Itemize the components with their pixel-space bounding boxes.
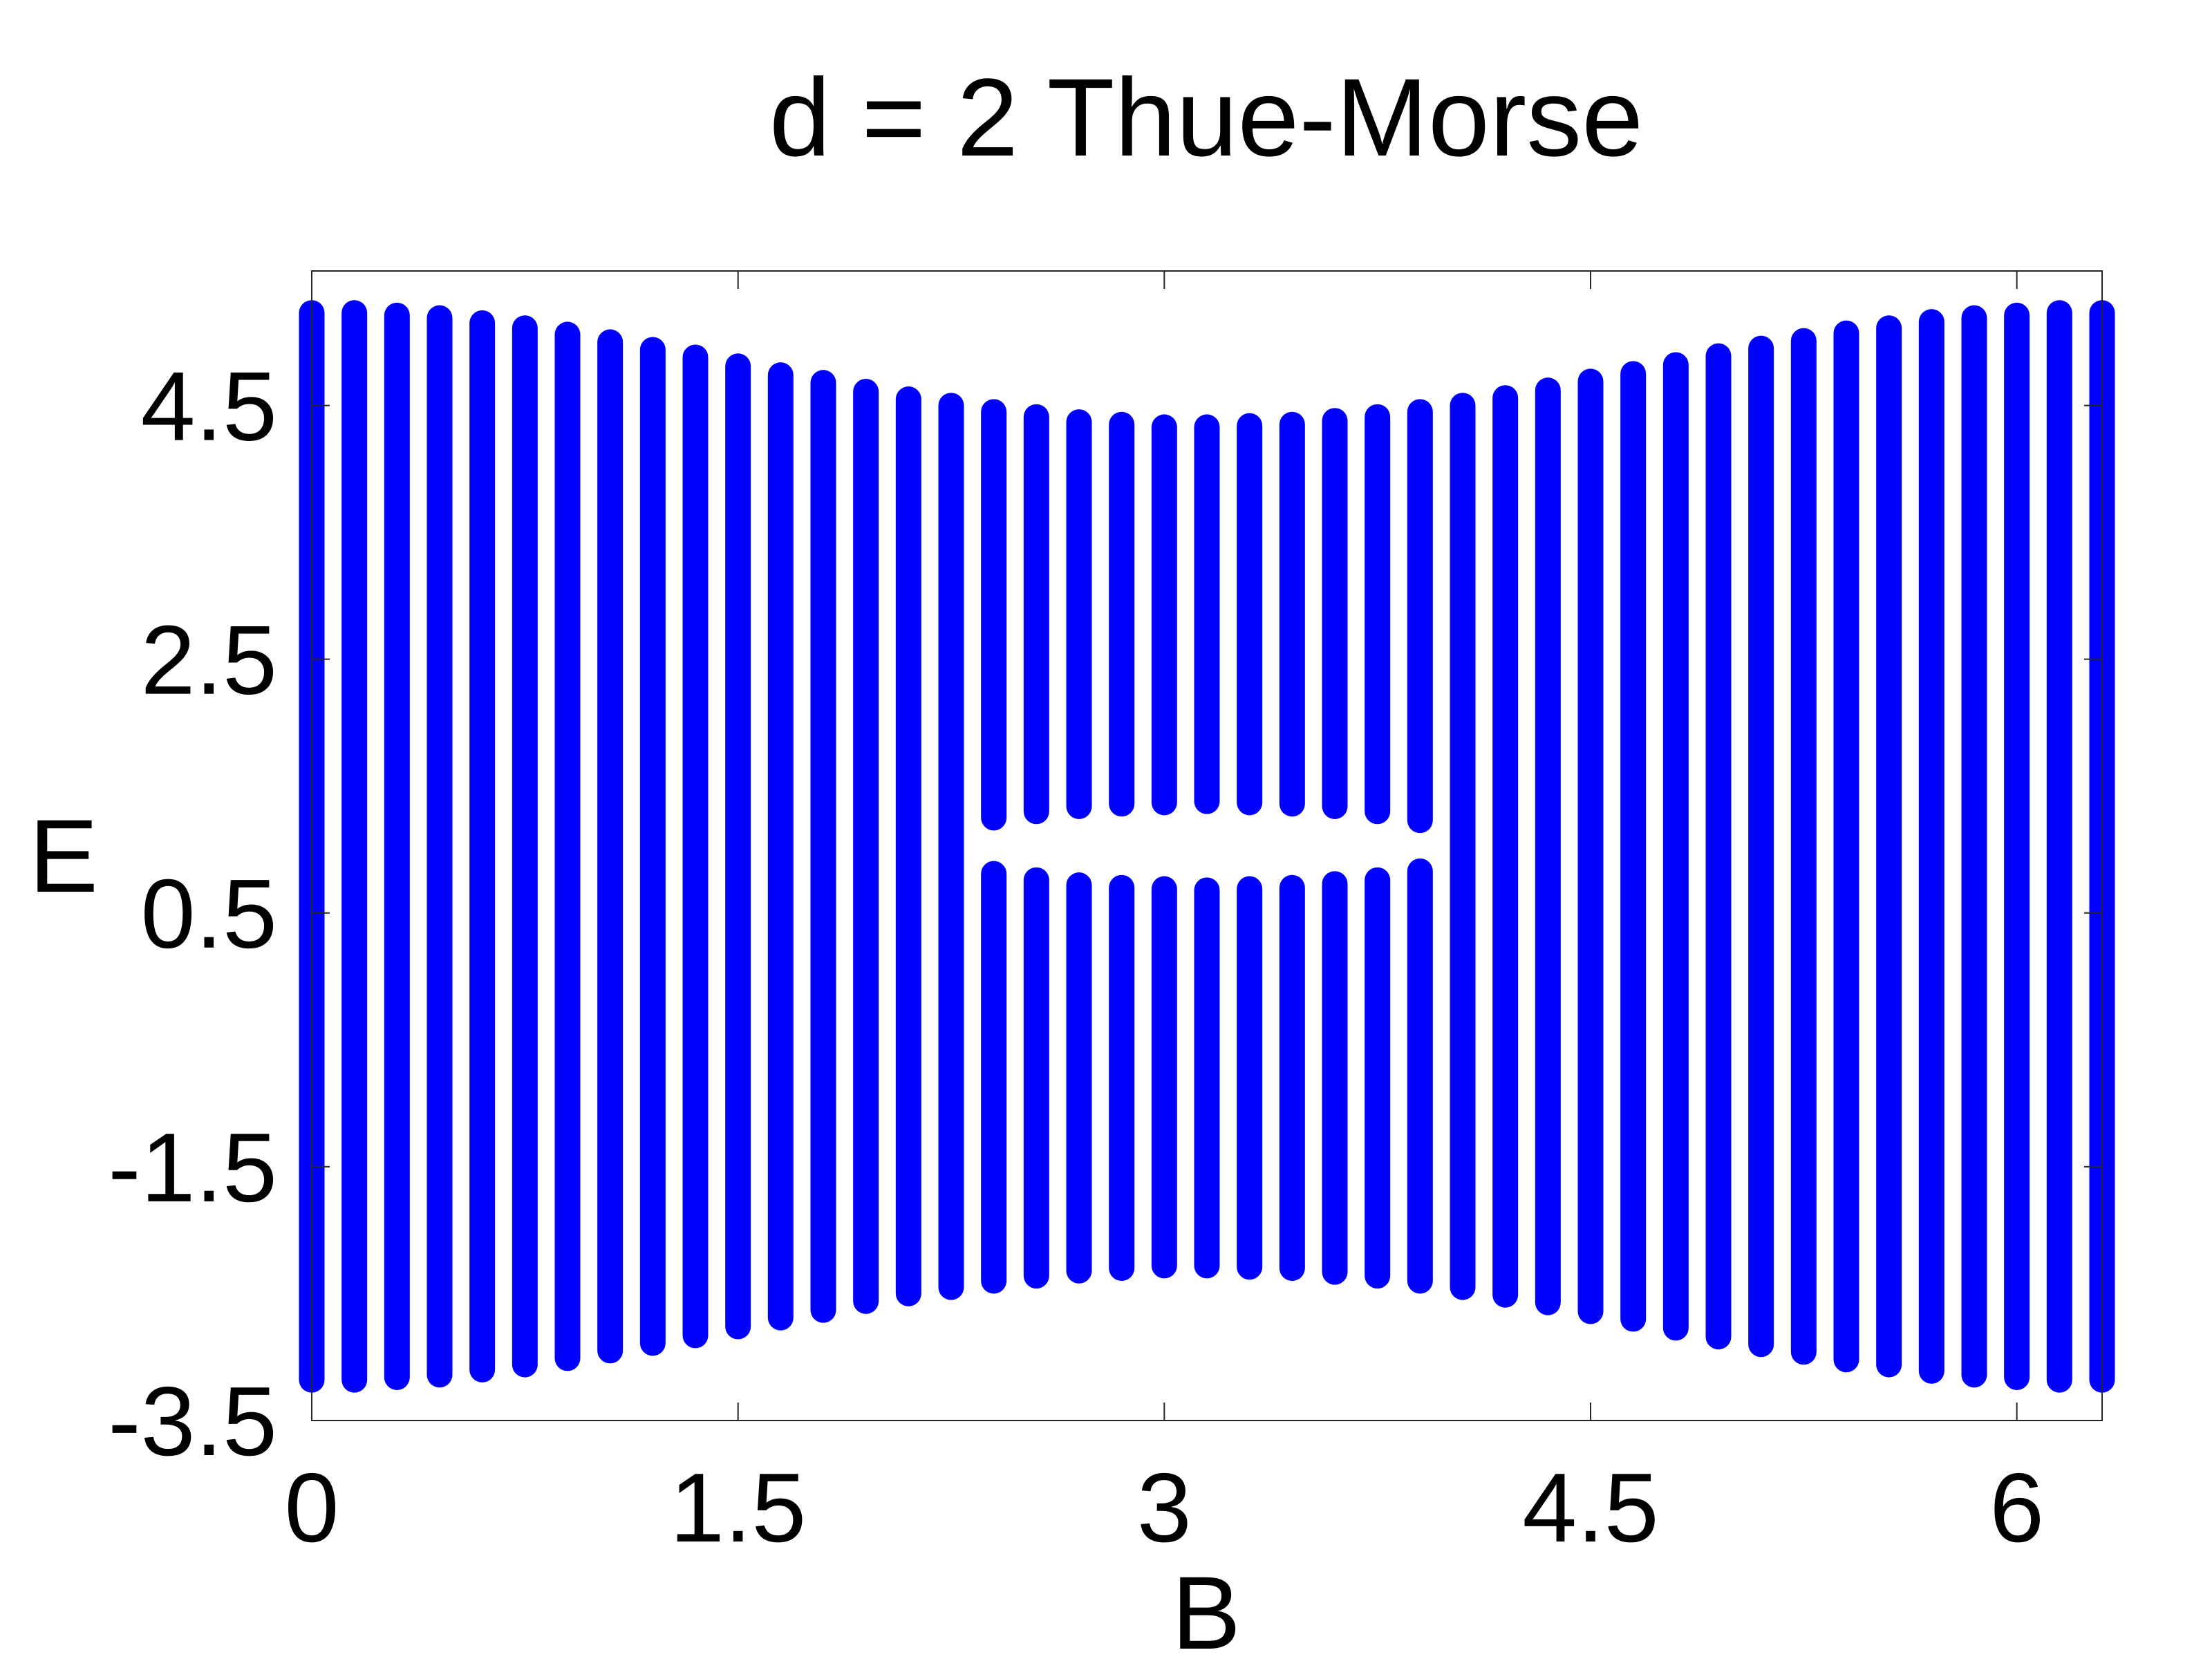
x-tick-label: 1.5 — [670, 1453, 806, 1563]
plot-area: 0 1.5 3 4.5 6 -3.5 -1.5 0.5 2.5 4.5 — [108, 270, 2115, 1563]
range-bar — [1194, 414, 1220, 814]
range-bar — [427, 305, 453, 1388]
range-bar — [1407, 399, 1433, 834]
chart-title: d = 2 Thue-Morse — [769, 55, 1643, 179]
range-bar — [938, 393, 964, 1300]
range-bar — [1876, 315, 1902, 1378]
range-bar — [1151, 414, 1177, 816]
range-bar — [1705, 343, 1732, 1350]
range-bar — [1109, 874, 1135, 1282]
range-bar — [1407, 858, 1433, 1294]
range-bar — [1535, 377, 1561, 1315]
range-bar — [1450, 393, 1476, 1300]
range-bar — [1790, 328, 1817, 1365]
range-bar — [554, 321, 581, 1371]
range-bar — [1620, 361, 1647, 1332]
y-axis-label: E — [29, 798, 98, 914]
range-bar — [1066, 872, 1092, 1284]
y-tick-label: 4.5 — [141, 352, 277, 462]
y-tick-label: -1.5 — [108, 1113, 277, 1223]
x-tick-label: 4.5 — [1522, 1453, 1658, 1563]
range-bar — [597, 329, 624, 1364]
range-bar — [469, 310, 496, 1382]
x-tick-label: 3 — [1137, 1453, 1192, 1563]
x-tick-label: 0 — [285, 1453, 339, 1563]
range-bar — [810, 370, 836, 1323]
range-bar — [1365, 404, 1391, 825]
range-bar — [1194, 877, 1220, 1279]
range-bar — [1833, 320, 1859, 1373]
range-bar — [1918, 309, 1944, 1384]
range-bar — [767, 362, 794, 1331]
range-bar — [1365, 867, 1391, 1289]
axes-frame — [311, 270, 2103, 1421]
range-bar — [1023, 867, 1049, 1289]
range-bar — [2004, 302, 2030, 1390]
range-bar — [1662, 352, 1689, 1341]
range-bar — [682, 344, 709, 1349]
range-bar — [1322, 408, 1348, 819]
range-bar — [1961, 305, 1987, 1388]
range-bar — [853, 379, 879, 1314]
range-bar — [1023, 404, 1049, 825]
x-axis-label: B — [1172, 1555, 1241, 1659]
range-bar — [2046, 300, 2072, 1393]
range-bar — [1279, 411, 1305, 817]
range-bar — [1322, 871, 1348, 1285]
range-bar — [639, 337, 666, 1356]
range-bar — [1109, 411, 1135, 817]
y-tick-label: 0.5 — [141, 859, 277, 969]
range-bar — [1237, 413, 1263, 816]
y-tick-label: -3.5 — [108, 1367, 277, 1477]
range-bar — [1151, 876, 1177, 1279]
range-bar — [1577, 368, 1604, 1324]
range-bar — [1237, 876, 1263, 1280]
range-bar — [384, 302, 410, 1390]
range-bar — [725, 353, 751, 1340]
y-tick-label: 2.5 — [141, 606, 277, 715]
range-bar — [341, 300, 368, 1393]
range-bar — [512, 315, 538, 1378]
range-bar — [981, 399, 1007, 831]
range-bar — [1492, 385, 1519, 1308]
range-bar — [1748, 335, 1774, 1358]
range-bar — [895, 386, 921, 1306]
x-tick-label: 6 — [1989, 1453, 2044, 1563]
range-bar — [1066, 409, 1092, 819]
range-bar — [1279, 874, 1305, 1282]
range-bar — [981, 861, 1007, 1294]
